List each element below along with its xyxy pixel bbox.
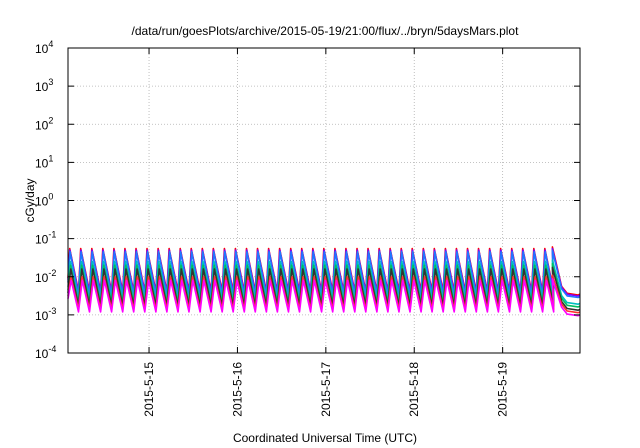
y-tick-label: 10-1 — [35, 230, 56, 247]
y-tick-label: 103 — [35, 77, 53, 94]
y-tick-label: 10-4 — [35, 344, 56, 361]
x-tick-label: 2015-5-15 — [142, 362, 156, 417]
y-tick-label: 101 — [35, 153, 53, 170]
y-tick-label: 102 — [35, 115, 53, 132]
x-tick-label: 2015-5-19 — [496, 362, 510, 417]
series-line — [67, 278, 581, 317]
y-axis-label: cGy/day — [23, 178, 37, 222]
y-tick-label: 104 — [35, 39, 53, 56]
x-tick-label: 2015-5-18 — [407, 362, 421, 417]
x-tick-label: 2015-5-17 — [319, 362, 333, 417]
x-tick-label: 2015-5-16 — [230, 362, 244, 417]
y-tick-label: 100 — [35, 192, 53, 209]
series-group — [67, 246, 581, 317]
x-axis-label: Coordinated Universal Time (UTC) — [233, 431, 417, 445]
x-axis-ticks: 2015-5-15 2015-5-16 2015-5-17 2015-5-18 2015… — [142, 48, 510, 417]
y-axis-ticks: 10-4 10-3 10-2 10-1 100 101 102 103 104 — [35, 39, 580, 361]
chart-title: /data/run/goesPlots/archive/2015-05-19/2… — [132, 24, 520, 38]
y-tick-label: 10-3 — [35, 306, 56, 323]
y-tick-label: 10-2 — [35, 268, 56, 285]
